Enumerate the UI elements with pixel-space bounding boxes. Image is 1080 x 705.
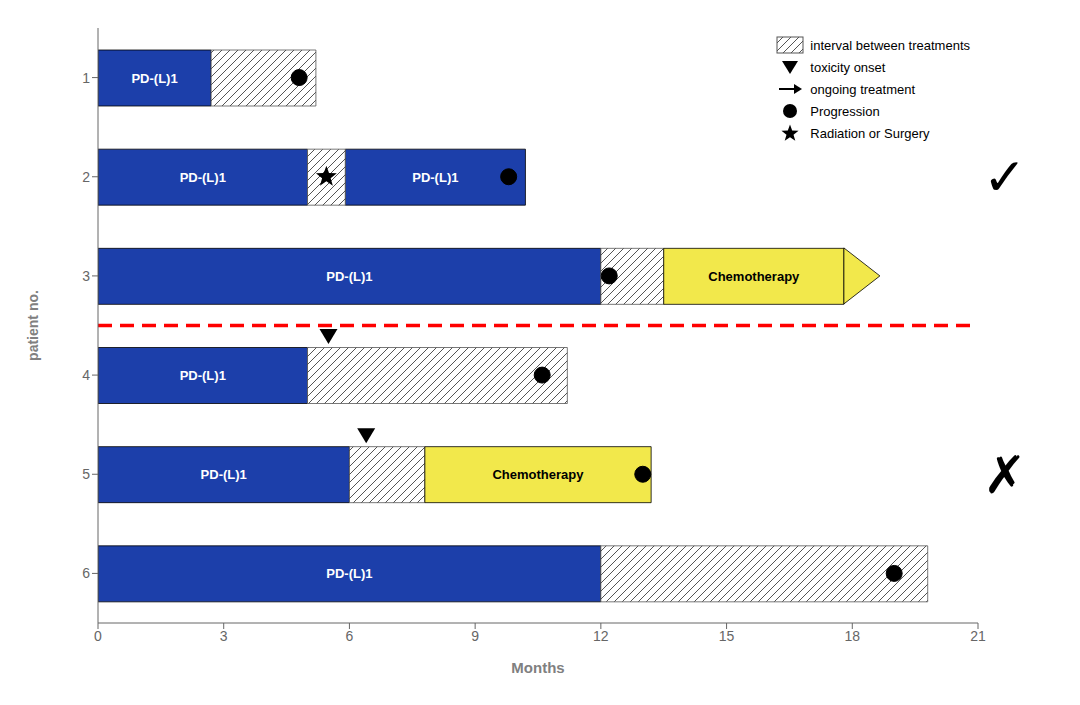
svg-text:PD-(L)1: PD-(L)1 (180, 368, 226, 383)
svg-text:PD-(L)1: PD-(L)1 (326, 566, 372, 581)
svg-text:12: 12 (593, 628, 609, 644)
svg-text:4: 4 (82, 367, 90, 383)
html-text:Progression: Progression (810, 103, 880, 119)
svg-text:Chemotherapy: Chemotherapy (492, 467, 584, 482)
svg-text:1: 1 (82, 70, 90, 86)
html-text:Radiation or Surgery: Radiation or Surgery (810, 125, 930, 141)
svg-text:6: 6 (346, 628, 354, 644)
svg-text:5: 5 (82, 466, 90, 482)
svg-text:PD-(L)1: PD-(L)1 (326, 269, 372, 284)
svg-text:✓: ✓ (983, 147, 1027, 207)
svg-text:✗: ✗ (983, 445, 1027, 505)
svg-text:3: 3 (220, 628, 228, 644)
svg-text:patient no.: patient no. (25, 290, 41, 361)
html-text:toxicity onset: toxicity onset (810, 59, 886, 75)
svg-text:15: 15 (719, 628, 735, 644)
html-text:interval between treatments: interval between treatments (810, 37, 970, 53)
svg-text:0: 0 (94, 628, 102, 644)
html-text:ongoing treatment: ongoing treatment (810, 81, 916, 97)
svg-text:PD-(L)1: PD-(L)1 (131, 71, 177, 86)
svg-text:Months: Months (511, 659, 564, 676)
svg-text:2: 2 (82, 169, 90, 185)
svg-text:18: 18 (844, 628, 860, 644)
svg-text:PD-(L)1: PD-(L)1 (201, 467, 247, 482)
svg-text:21: 21 (970, 628, 986, 644)
svg-text:6: 6 (82, 565, 90, 581)
svg-text:PD-(L)1: PD-(L)1 (180, 170, 226, 185)
svg-text:Chemotherapy: Chemotherapy (708, 269, 800, 284)
svg-text:9: 9 (471, 628, 479, 644)
svg-text:PD-(L)1: PD-(L)1 (412, 170, 458, 185)
svg-text:3: 3 (82, 268, 90, 284)
